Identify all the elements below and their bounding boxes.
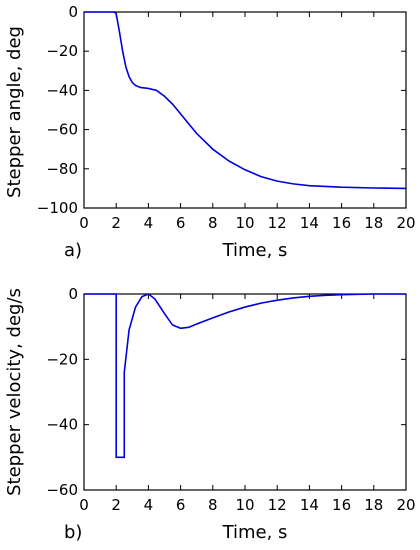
panel-a-y-tick-label: −60 [46, 121, 78, 139]
panel-b-stepper-velocity: 0 −20 −40 −60 0 2 4 6 8 10 12 14 16 18 20 Time, s Ste… [4, 285, 416, 543]
panel-b-y-axis-label: Stepper velocity, deg/s [4, 288, 25, 496]
panel-a-x-tick-label: 10 [235, 214, 254, 232]
panel-b-plot-frame [83, 293, 407, 491]
panel-a-x-tick-label: 12 [268, 214, 287, 232]
panel-a-x-tick-label: 0 [79, 214, 89, 232]
panel-b-x-tick-label: 10 [235, 496, 254, 514]
panel-b-x-tick-label: 0 [79, 496, 89, 514]
panel-b-x-tick-label: 12 [268, 496, 287, 514]
panel-b-y-tick-label: −60 [46, 481, 78, 499]
panel-b-x-tick-label: 8 [208, 496, 218, 514]
panel-b-y-tick-label: −20 [46, 350, 78, 368]
panel-a-x-tick-label: 2 [111, 214, 121, 232]
panel-a-x-tick-label: 4 [144, 214, 154, 232]
panel-a-plot-frame [83, 11, 407, 209]
panel-b-x-tick-label: 16 [332, 496, 351, 514]
panel-a-y-axis-label: Stepper angle, deg [4, 26, 25, 198]
panel-a-x-axis-label: Time, s [222, 240, 288, 261]
panel-b-x-ticks: 0 2 4 6 8 10 12 14 16 18 20 [79, 294, 416, 514]
panel-b-x-tick-label: 14 [300, 496, 319, 514]
panel-b-x-tick-label: 4 [144, 496, 154, 514]
panel-a-y-tick-label: −40 [46, 81, 78, 99]
panel-a-x-tick-label: 20 [396, 214, 415, 232]
panel-a-y-ticks: 0 −20 −40 −60 −80 −100 [37, 3, 406, 217]
panel-b-x-axis-label: Time, s [222, 522, 288, 543]
panel-a-x-tick-label: 16 [332, 214, 351, 232]
panel-b-x-tick-label: 6 [176, 496, 186, 514]
panel-a-y-tick-label: −20 [46, 42, 78, 60]
panel-a-y-tick-label: −100 [37, 199, 78, 217]
panel-a-y-tick-label: 0 [68, 3, 78, 21]
panel-a-x-ticks: 0 2 4 6 8 10 12 14 16 18 20 [79, 12, 416, 232]
panel-b-x-tick-label: 20 [396, 496, 415, 514]
panel-a-x-tick-label: 18 [364, 214, 383, 232]
panel-b-x-tick-label: 2 [111, 496, 121, 514]
panel-a-y-tick-label: −80 [46, 160, 78, 178]
panel-b-y-ticks: 0 −20 −40 −60 [46, 285, 406, 499]
panel-b-y-tick-label: 0 [68, 285, 78, 303]
panel-a-x-tick-label: 8 [208, 214, 218, 232]
panel-a-stepper-angle: 0 −20 −40 −60 −80 −100 0 2 4 6 8 10 12 14 16 18 20 Time… [4, 3, 416, 261]
panel-a-x-tick-label: 6 [176, 214, 186, 232]
panel-a-x-tick-label: 14 [300, 214, 319, 232]
panel-b-series-line [84, 293, 406, 459]
panel-a-label: a) [64, 240, 82, 261]
panel-b-label: b) [64, 522, 82, 543]
panel-b-x-tick-label: 18 [364, 496, 383, 514]
panel-b-y-tick-label: −40 [46, 416, 78, 434]
panel-a-series-line [84, 11, 407, 190]
